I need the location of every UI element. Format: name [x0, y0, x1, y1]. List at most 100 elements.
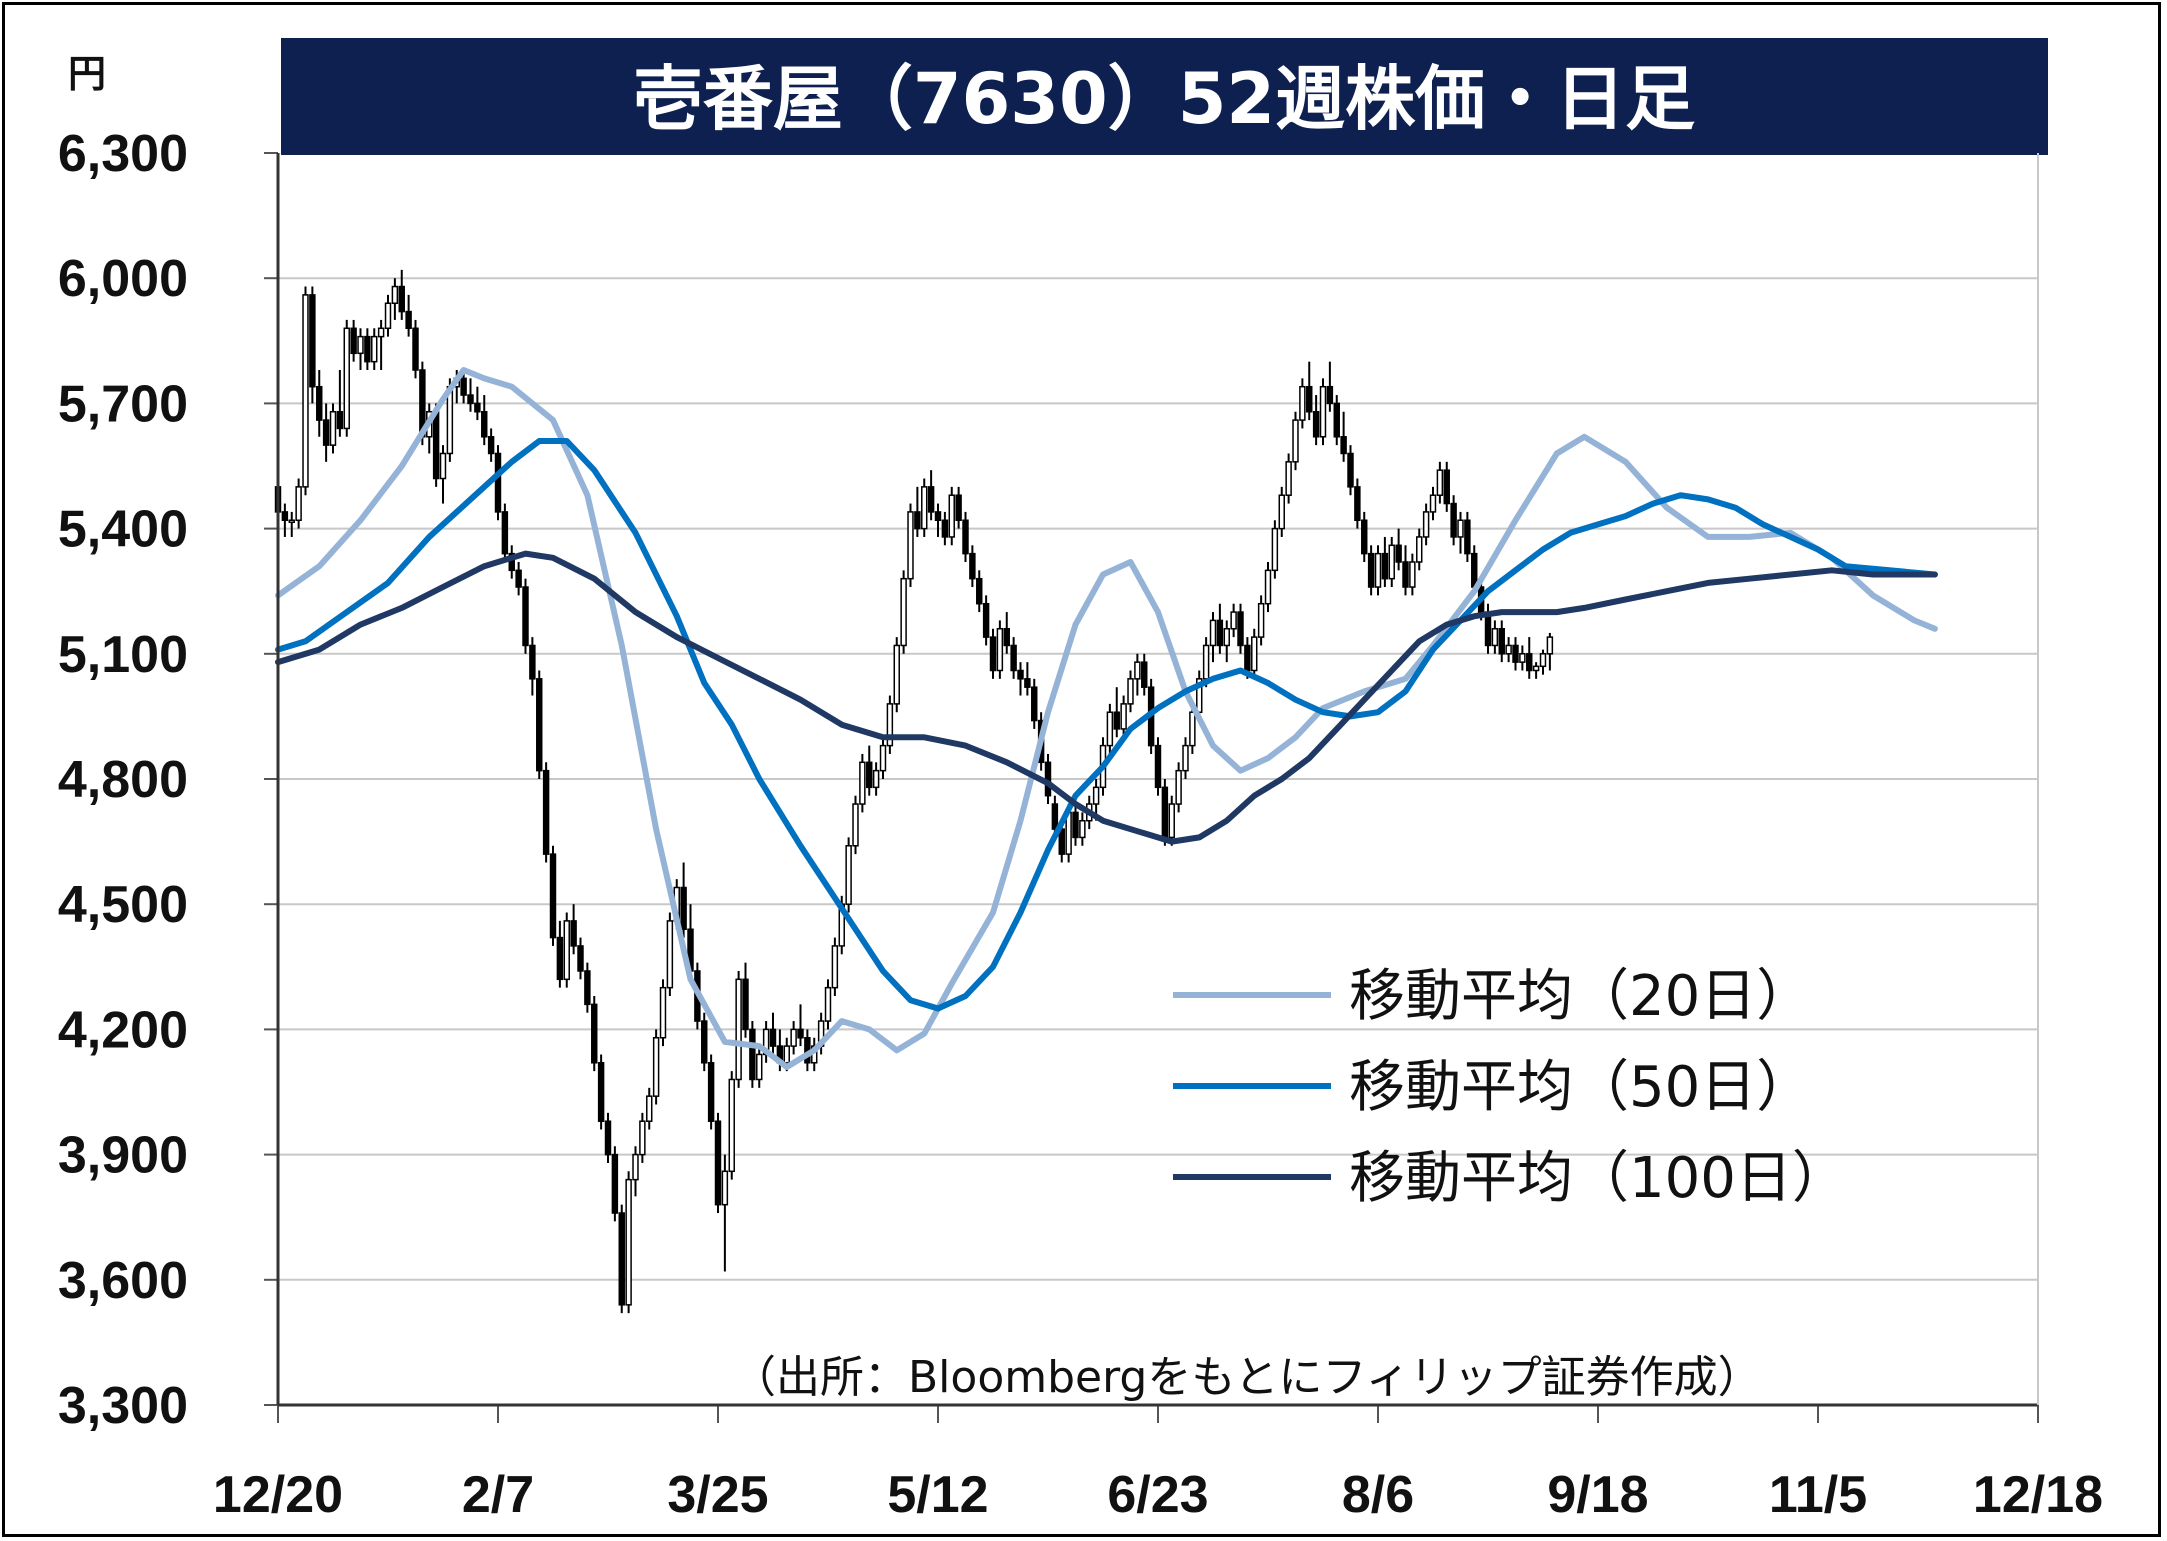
candle — [336, 370, 344, 437]
candle — [989, 628, 997, 679]
candle-body — [1285, 461, 1292, 496]
y-tick-label: 3,300 — [58, 1377, 188, 1435]
candle-body — [982, 602, 990, 638]
candle-body — [783, 1045, 790, 1064]
candle-body — [302, 294, 309, 488]
candle-body — [1079, 819, 1086, 839]
candle-body — [646, 1095, 653, 1122]
candle-body — [1216, 619, 1224, 647]
candle-body — [1409, 561, 1416, 588]
candle — [1216, 603, 1224, 654]
candle-body — [1519, 653, 1526, 663]
candle-body — [790, 1028, 797, 1047]
candle-body — [1024, 678, 1031, 688]
candle-body — [852, 803, 859, 847]
candle — [508, 545, 515, 579]
candle — [494, 445, 502, 521]
candle — [1120, 695, 1127, 738]
candle-body — [391, 285, 399, 304]
candle — [611, 1146, 619, 1222]
candle — [790, 1021, 797, 1055]
candle-body — [487, 436, 495, 455]
candle — [982, 595, 990, 646]
y-tick-label: 6,000 — [58, 250, 188, 308]
legend-label: 移動平均（50日） — [1349, 1055, 1812, 1120]
candle — [481, 395, 488, 446]
candle-body — [1264, 569, 1272, 605]
line-ma100 — [275, 550, 1938, 845]
candle-body — [1017, 669, 1024, 680]
candle — [872, 762, 880, 796]
candle — [859, 753, 866, 813]
candle-body — [556, 936, 564, 981]
candlesticks — [274, 269, 1554, 1314]
candle-body — [1491, 628, 1499, 647]
candle-body — [1092, 786, 1100, 805]
candle-body — [494, 452, 502, 513]
candle — [584, 962, 591, 1013]
candle-body — [474, 402, 481, 413]
candle-body — [515, 569, 522, 588]
candle-body — [666, 920, 674, 989]
candle-body — [1051, 803, 1059, 830]
candle — [900, 570, 907, 654]
candle — [618, 1204, 625, 1314]
candle — [996, 620, 1004, 679]
candle-body — [357, 335, 364, 355]
candle — [721, 1154, 729, 1272]
candle — [371, 328, 378, 371]
candle-body — [597, 1062, 605, 1122]
candle — [652, 1029, 660, 1105]
candle — [714, 1112, 722, 1214]
candle-body — [460, 377, 467, 396]
candle-body — [350, 327, 357, 355]
candle-body — [907, 511, 914, 580]
candle-body — [536, 678, 543, 772]
candle — [597, 1054, 605, 1130]
candle-body — [1202, 644, 1210, 680]
candle-body — [1312, 410, 1320, 438]
candle-body — [563, 920, 570, 981]
candle-body — [611, 1153, 619, 1214]
candle-body — [1381, 552, 1389, 580]
candle — [1395, 528, 1402, 571]
candle-body — [584, 970, 591, 1006]
candle — [1326, 361, 1334, 412]
candle-body — [1532, 665, 1540, 672]
candle-body — [1257, 602, 1265, 638]
candle-body — [542, 769, 550, 855]
candle-body — [659, 986, 667, 1039]
candle — [570, 904, 577, 955]
candle — [893, 637, 900, 713]
y-tick-label: 3,600 — [58, 1252, 188, 1310]
candle-body — [522, 586, 529, 647]
candle — [549, 845, 557, 946]
x-tick-label: 2/7 — [462, 1466, 534, 1524]
candle-body — [295, 486, 302, 522]
candle-body — [976, 577, 983, 605]
candle — [439, 445, 447, 504]
y-tick-label: 4,800 — [58, 751, 188, 809]
title-band — [281, 38, 2048, 155]
legend-item-ma100: 移動平均（100日） — [1173, 1146, 1848, 1211]
candle-body — [604, 1120, 612, 1156]
candle — [632, 1146, 639, 1197]
x-tick-label: 12/20 — [213, 1466, 343, 1524]
candle-body — [900, 577, 907, 647]
legend-label: 移動平均（20日） — [1349, 964, 1812, 1029]
candle — [1031, 678, 1038, 729]
candle — [749, 1021, 756, 1088]
candle — [384, 294, 392, 337]
candle-body — [721, 1170, 729, 1206]
candle — [1546, 632, 1554, 671]
candle — [1498, 620, 1505, 663]
legend: 移動平均（20日） 移動平均（50日） 移動平均（100日） — [1173, 964, 1848, 1211]
x-tick-label: 6/23 — [1107, 1466, 1208, 1524]
candle-body — [329, 410, 337, 446]
candle — [639, 1112, 646, 1163]
candle — [1237, 603, 1244, 654]
candle-body — [1223, 628, 1230, 647]
x-tick-label: 8/6 — [1342, 1466, 1414, 1524]
candle — [907, 503, 914, 588]
